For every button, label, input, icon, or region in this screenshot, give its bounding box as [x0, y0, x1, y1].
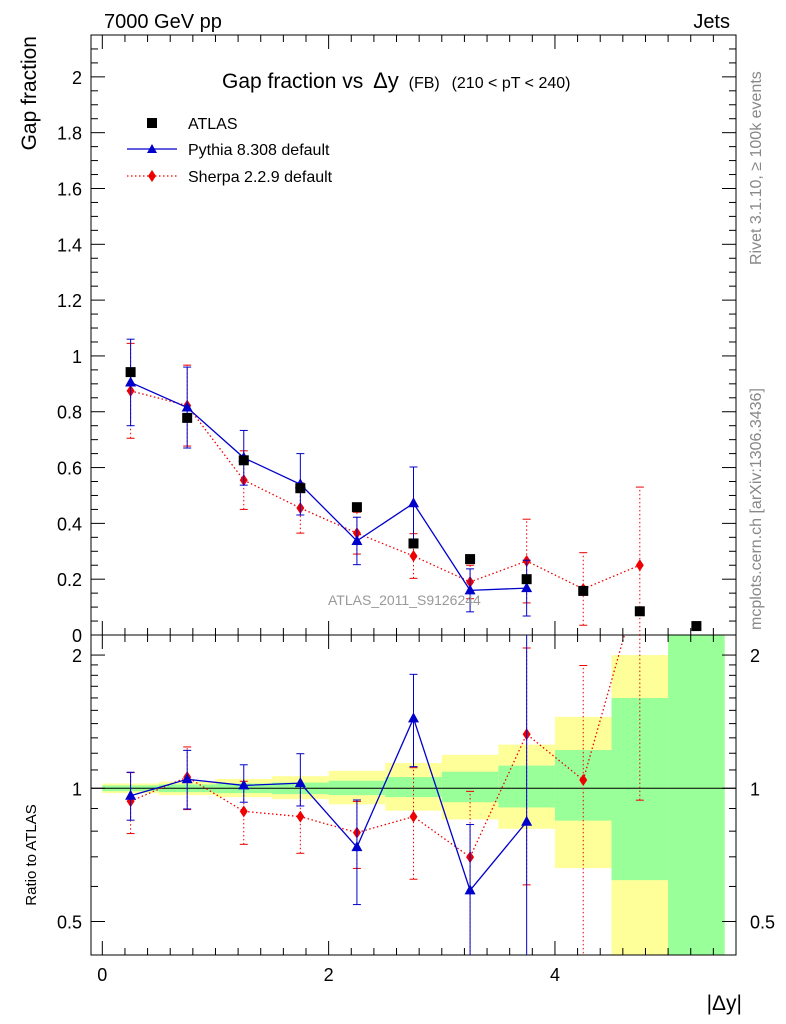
- ratio-panel-frame: [90, 634, 737, 956]
- atlas-marker: [465, 554, 476, 565]
- ratio-sherpa-marker: [636, 575, 644, 587]
- pythia-marker: [521, 582, 533, 593]
- ratio-y-axis-label: Ratio to ATLAS: [23, 804, 40, 905]
- sherpa-line: [130, 390, 641, 590]
- ratio-pythia-marker: [464, 884, 476, 895]
- chart-title-suffix: (FB): [409, 75, 440, 92]
- header-left-label: 7000 GeV pp: [104, 11, 222, 33]
- ratio-sherpa-marker: [579, 773, 588, 786]
- ratio-pythia-marker: [125, 789, 137, 800]
- ratio-y-tick-label-right: 0.5: [750, 912, 775, 932]
- main-y-tick-label: 1.2: [57, 291, 82, 311]
- chart-title-range: (210 < pT < 240): [452, 75, 571, 92]
- pythia-marker: [125, 376, 137, 387]
- ratio-y-tick-label-right: 2: [750, 646, 760, 666]
- main-y-tick-label: 0: [72, 626, 82, 646]
- ratio-pythia-marker: [521, 815, 533, 826]
- ratio-pythia-line: [130, 716, 528, 892]
- pythia-marker: [464, 584, 476, 595]
- ratio-series-layer: [125, 575, 644, 955]
- sherpa-marker: [635, 559, 644, 572]
- main-y-tick-label: 2: [72, 68, 82, 88]
- pythia-line: [130, 381, 527, 592]
- main-y-tick-label: 0.8: [57, 403, 82, 423]
- pythia-marker: [351, 534, 363, 545]
- main-y-tick-label: 1.4: [57, 235, 82, 255]
- atlas-marker: [125, 367, 136, 378]
- main-series-layer: [125, 338, 702, 635]
- legend-label-pythia: Pythia 8.308 default: [188, 142, 330, 159]
- band-green-bin: [668, 635, 725, 955]
- ratio-y-tick-label-left: 0.5: [57, 912, 82, 932]
- main-y-tick-label: 1: [72, 347, 82, 367]
- chart-title-main: Gap fraction vs: [222, 70, 363, 93]
- ratio-pythia-marker: [238, 779, 250, 790]
- band-green-bin: [611, 697, 669, 881]
- x-tick-label: 0: [97, 965, 107, 985]
- ratio-pythia-marker: [408, 712, 419, 723]
- atlas-marker: [691, 621, 702, 632]
- legend-label-atlas: ATLAS: [188, 116, 238, 133]
- legend-marker-pythia: [147, 144, 157, 153]
- atlas-marker: [634, 606, 645, 617]
- legend-marker-atlas: [147, 118, 157, 128]
- main-y-axis-label: Gap fraction: [18, 36, 41, 150]
- atlas-marker: [182, 412, 193, 423]
- header-right-label: Jets: [693, 11, 730, 33]
- atlas-marker: [238, 455, 249, 466]
- atlas-marker: [295, 483, 306, 494]
- legend: ATLAS Pythia 8.308 default Sherpa 2.2.9 …: [127, 116, 333, 186]
- axis-tick-labels: 0 2 400.20.40.60.811.21.41.61.820.5 0.51 12 2: [57, 68, 775, 985]
- ratio-y-tick-label-left: 1: [72, 779, 82, 799]
- atlas-marker: [351, 502, 362, 513]
- main-y-tick-label: 0.4: [57, 514, 82, 534]
- atlas-marker: [521, 574, 532, 585]
- main-y-tick-label: 0.2: [57, 570, 82, 590]
- legend-marker-sherpa: [148, 170, 156, 182]
- ratio-plot-border: [90, 634, 737, 956]
- pythia-marker: [408, 497, 419, 508]
- main-y-tick-label: 1.8: [57, 124, 82, 144]
- ratio-pythia-marker: [294, 777, 306, 788]
- rivet-version-label: Rivet 3.1.10, ≥ 100k events: [748, 71, 765, 265]
- legend-label-sherpa: Sherpa 2.2.9 default: [188, 169, 333, 186]
- analysis-watermark: ATLAS_2011_S9126244: [328, 592, 481, 608]
- band-green-bin: [441, 771, 499, 803]
- main-y-tick-label: 0.6: [57, 459, 82, 479]
- x-axis-label: |Δy|: [707, 992, 742, 1015]
- ratio-pythia-marker: [181, 773, 193, 784]
- main-y-tick-label: 1.6: [57, 179, 82, 199]
- ratio-sherpa-line: [130, 635, 626, 859]
- atlas-marker: [578, 585, 589, 596]
- mcplots-source-label: mcplots.cern.ch [arXiv:1306.3436]: [748, 388, 765, 630]
- ratio-pythia-marker: [351, 841, 363, 852]
- x-tick-label: 4: [550, 965, 560, 985]
- ratio-sherpa-marker: [296, 810, 305, 823]
- ratio-sherpa-marker: [239, 805, 248, 818]
- atlas-marker: [408, 538, 419, 549]
- chart-title-symbol: Δy: [373, 68, 399, 93]
- ratio-y-tick-label-left: 2: [72, 646, 82, 666]
- chart-title: Gap fraction vs Δy (FB) (210 < pT < 240): [222, 68, 570, 93]
- ratio-sherpa-marker: [409, 810, 418, 823]
- axis-ticks: [91, 34, 737, 955]
- pythia-marker: [181, 401, 193, 412]
- ratio-y-tick-label-right: 1: [750, 779, 760, 799]
- sherpa-marker: [409, 550, 418, 563]
- x-tick-label: 2: [324, 965, 334, 985]
